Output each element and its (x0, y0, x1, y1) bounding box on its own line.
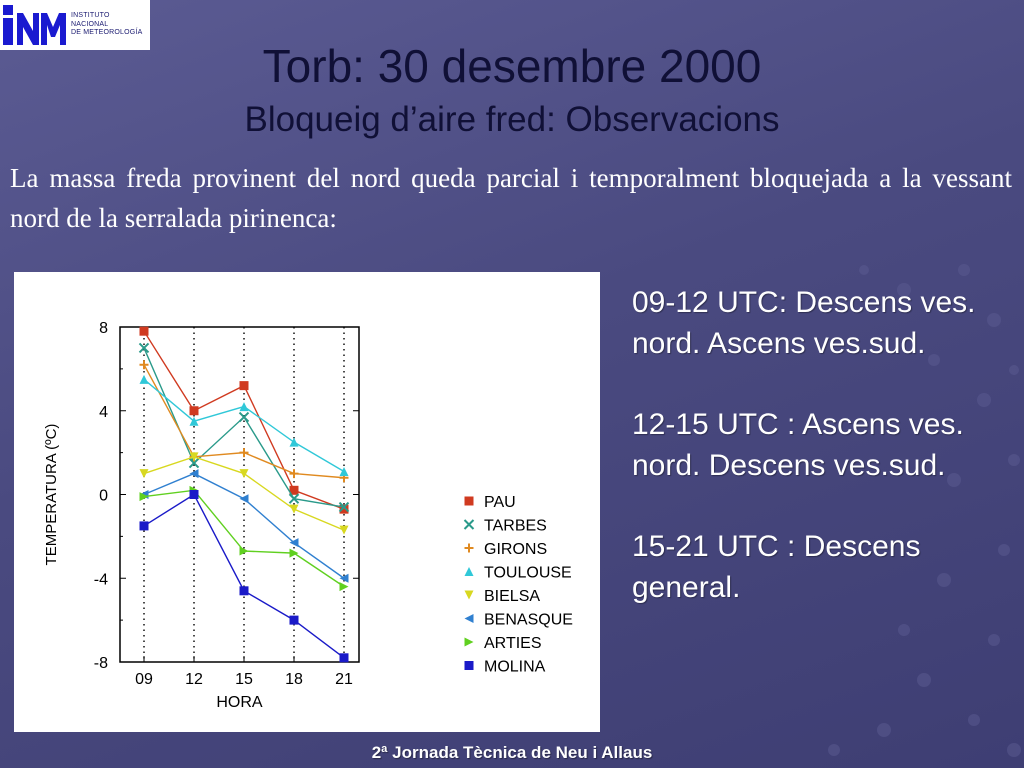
series-line-molina (143, 493, 345, 659)
legend-label-tarbes: TARBES (484, 518, 547, 535)
legend-marker-benasque (464, 614, 474, 623)
logo-line-3: DE METEOROLOGÍA (71, 29, 143, 37)
x-tick-label-18: 18 (285, 671, 303, 688)
data-point-tarbes-21 (338, 501, 350, 513)
legend-marker-toulouse (464, 567, 474, 576)
legend-label-girons: GIRONS (484, 541, 547, 558)
intro-paragraph: La massa freda provinent del nord queda … (10, 163, 1012, 233)
legend-marker-pau (464, 496, 474, 506)
data-point-tarbes-15 (238, 411, 250, 423)
logo-text: INSTITUTO NACIONAL DE METEOROLOGÍA (71, 12, 142, 38)
y-tick-label--4: -4 (94, 571, 108, 588)
legend-marker-arties (464, 637, 474, 647)
data-point-tarbes-12 (188, 457, 200, 469)
y-tick-label-8: 8 (99, 320, 108, 337)
data-point-bielsa-18 (289, 504, 299, 514)
logo-line-2: NACIONAL (71, 20, 109, 28)
y-tick-label-4: 4 (99, 404, 108, 421)
data-point-arties-21 (339, 582, 349, 592)
data-point-girons-15 (239, 448, 249, 458)
data-point-tarbes-18 (288, 493, 300, 504)
data-point-benasque-12 (189, 469, 199, 479)
data-point-pau-12 (189, 406, 199, 416)
notes-panel: 09-12 UTC: Descens ves. nord. Ascens ves… (632, 282, 1017, 648)
data-point-toulouse-18 (289, 437, 299, 447)
data-point-pau-21 (339, 504, 349, 514)
data-point-pau-09 (139, 326, 149, 336)
data-point-toulouse-12 (189, 416, 199, 426)
legend-marker-girons (464, 543, 474, 553)
data-point-girons-09 (139, 360, 149, 370)
x-tick-label-12: 12 (185, 671, 203, 688)
data-point-bielsa-21 (339, 525, 349, 535)
legend-marker-molina (464, 661, 474, 670)
y-axis-label: TEMPERATURA (ºC) (43, 424, 60, 566)
data-point-pau-15 (239, 381, 249, 391)
data-point-molina-09 (139, 521, 149, 531)
x-tick-label-15: 15 (235, 671, 253, 688)
data-point-benasque-15 (239, 494, 249, 504)
data-point-bielsa-12 (189, 452, 199, 462)
legend-marker-bielsa (464, 590, 474, 600)
note-12-15: 12-15 UTC : Ascens ves. nord. Descens ve… (632, 408, 964, 482)
note-15-21: 15-21 UTC : Descens general. (632, 530, 921, 604)
legend-label-toulouse: TOULOUSE (484, 565, 572, 582)
data-point-toulouse-09 (139, 374, 149, 384)
legend-label-pau: PAU (484, 494, 516, 511)
data-point-benasque-18 (289, 538, 299, 548)
slide-subtitle: Bloqueig d’aire fred: Observacions (244, 100, 780, 139)
data-point-tarbes-09 (138, 342, 150, 354)
data-point-bielsa-15 (239, 469, 249, 479)
inm-logo-mark (3, 5, 66, 45)
inm-logo: INSTITUTO NACIONAL DE METEOROLOGÍA (0, 0, 150, 50)
data-point-molina-12 (189, 490, 199, 499)
legend-label-arties: ARTIES (484, 635, 542, 652)
legend-label-benasque: BENASQUE (484, 612, 573, 629)
y-tick-label-0: 0 (99, 488, 108, 505)
note-09-12: 09-12 UTC: Descens ves. nord. Ascens ves… (632, 286, 976, 360)
x-tick-label-21: 21 (335, 671, 353, 688)
series-line-arties (143, 489, 345, 588)
data-point-bielsa-09 (139, 469, 149, 479)
legend-marker-tarbes (463, 519, 475, 530)
y-tick-label--8: -8 (94, 655, 108, 672)
x-axis-label: HORA (216, 694, 263, 711)
slide-title: Torb: 30 desembre 2000 (262, 40, 762, 92)
x-tick-label-09: 09 (135, 671, 153, 688)
logo-line-1: INSTITUTO (71, 12, 110, 20)
data-point-molina-18 (289, 615, 299, 625)
data-point-toulouse-15 (239, 402, 249, 412)
footer-text: 2ª Jornada Tècnica de Neu i Allaus (371, 743, 653, 762)
temperature-chart-panel: 09 12 15 18 21 8 4 0 -4 -8 HORA TEMPERATURA (ºC) PAU… (14, 272, 600, 732)
data-point-molina-21 (339, 653, 349, 663)
legend-label-bielsa: BIELSA (484, 588, 540, 605)
data-point-molina-15 (239, 586, 249, 596)
data-point-toulouse-21 (339, 466, 349, 476)
data-point-arties-09 (139, 492, 149, 502)
legend-label-molina: MOLINA (484, 659, 546, 676)
data-point-benasque-21 (339, 573, 349, 583)
data-point-girons-18 (289, 469, 299, 479)
data-point-arties-15 (239, 546, 249, 556)
data-point-pau-18 (289, 485, 299, 495)
temperature-line-chart: 09 12 15 18 21 8 4 0 -4 -8 HORA TEMPERATURA (ºC) PAU… (43, 320, 573, 711)
data-point-arties-18 (289, 548, 299, 558)
